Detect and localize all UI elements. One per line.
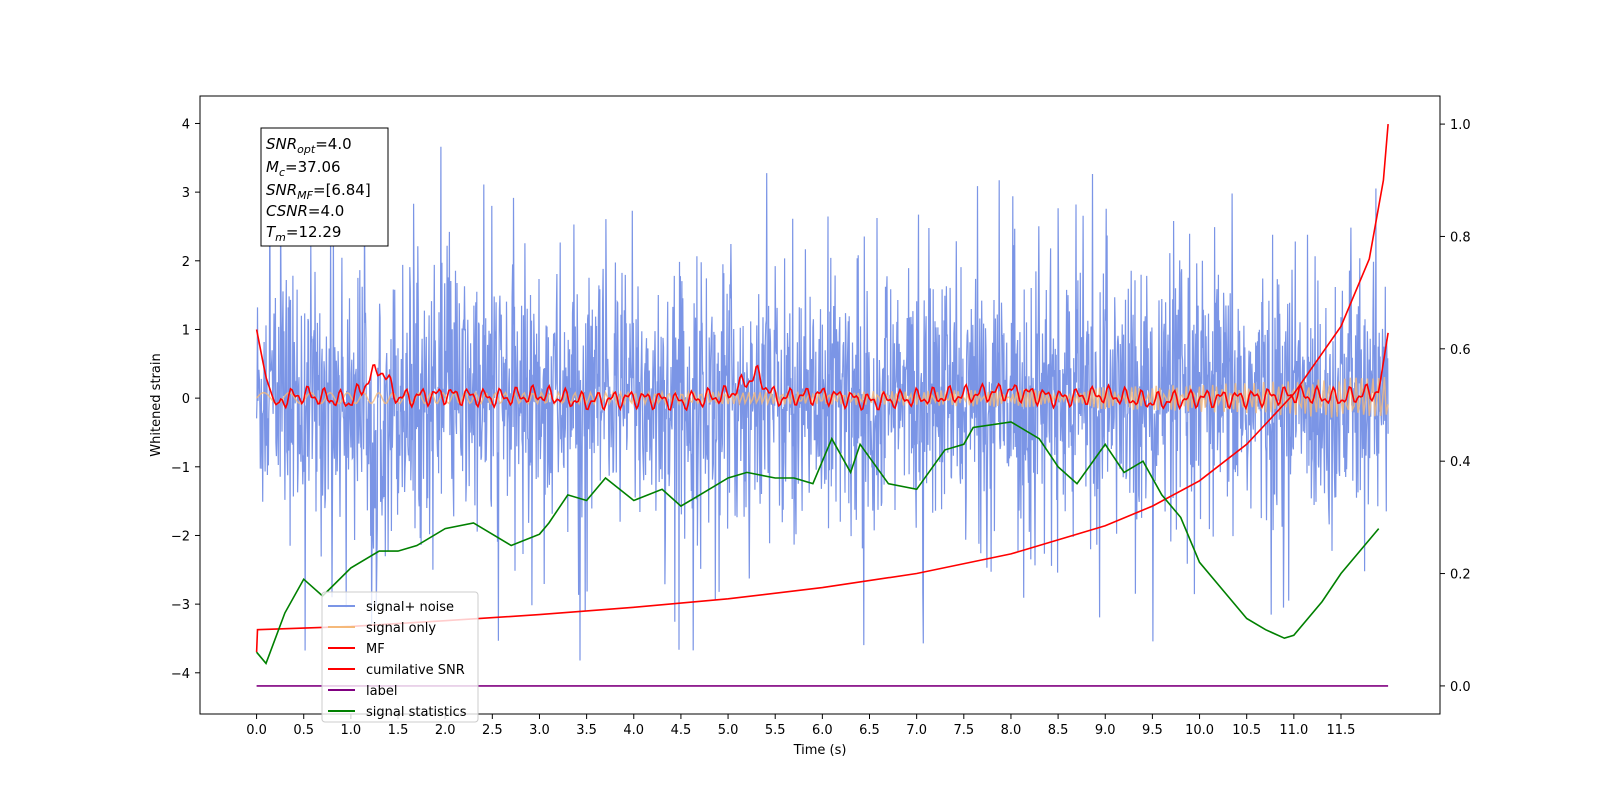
y-left-tick-label: 3 <box>182 186 190 201</box>
y-right-tick-label: 0.8 <box>1450 230 1471 245</box>
y-right-tick-label: 0.2 <box>1450 568 1471 583</box>
legend-entry-label: signal+ noise <box>366 600 454 615</box>
info-snr-mf: SNRMF=[6.84] <box>266 181 371 202</box>
y-left-tick-label: 0 <box>182 392 190 407</box>
x-tick-label: 6.0 <box>812 723 833 738</box>
x-tick-label: 2.5 <box>482 723 503 738</box>
x-tick-label: 9.0 <box>1095 723 1116 738</box>
x-tick-label: 1.5 <box>388 723 409 738</box>
info-snr-opt: SNRopt=4.0 <box>266 135 352 156</box>
x-tick-label: 9.5 <box>1142 723 1163 738</box>
y-left-tick-label: −3 <box>171 598 190 613</box>
series-signal-only-line <box>256 376 1389 418</box>
x-tick-label: 11.5 <box>1327 723 1356 738</box>
x-tick-label: 10.0 <box>1185 723 1214 738</box>
x-tick-label: 7.5 <box>953 723 974 738</box>
info-tm: Tm=12.29 <box>266 223 341 244</box>
x-axis-ticks: 0.0 0.5 1.0 1.5 2.0 2.5 3.0 3.5 4.0 4.5 5.0 5.5 6.0 6… <box>246 714 1355 738</box>
y-axis-left-ticks: 4 3 2 1 0 −1 −2 −3 −4 <box>171 117 200 682</box>
x-tick-label: 11.0 <box>1279 723 1308 738</box>
x-tick-label: 3.5 <box>576 723 597 738</box>
x-tick-label: 4.0 <box>623 723 644 738</box>
legend-entry-label: signal statistics <box>366 705 467 720</box>
info-csnr: CSNR=4.0 <box>266 202 344 220</box>
x-tick-label: 10.5 <box>1232 723 1261 738</box>
info-box-frame <box>260 127 389 247</box>
y-left-tick-label: −2 <box>171 529 190 544</box>
y-right-tick-label: 0.4 <box>1450 455 1471 470</box>
x-tick-label: 6.5 <box>859 723 880 738</box>
x-tick-label: 5.5 <box>765 723 786 738</box>
x-tick-label: 8.5 <box>1048 723 1069 738</box>
y-left-tick-label: 1 <box>182 323 190 338</box>
x-tick-label: 4.5 <box>671 723 692 738</box>
y-left-tick-label: 4 <box>182 117 190 132</box>
legend: signal+ noise signal only MF cumilative SNR… <box>321 591 479 723</box>
y-left-tick-label: −1 <box>171 461 190 476</box>
x-tick-label: 2.0 <box>435 723 456 738</box>
y-left-tick-label: 2 <box>182 255 190 270</box>
series-mf-line <box>255 329 1389 412</box>
x-tick-label: 1.0 <box>341 723 362 738</box>
x-tick-label: 5.0 <box>718 723 739 738</box>
legend-entry-label: label <box>366 684 397 699</box>
y-axis-right-ticks: 1.0 0.8 0.6 0.4 0.2 0.0 <box>1440 118 1471 695</box>
y-axis-label: Whitened strain <box>149 353 164 456</box>
y-left-tick-label: −4 <box>171 667 190 682</box>
x-axis-label: Time (s) <box>793 743 847 758</box>
legend-entry-label: MF <box>366 642 385 657</box>
x-tick-label: 3.0 <box>529 723 550 738</box>
x-tick-label: 0.0 <box>246 723 267 738</box>
info-box: SNRopt=4.0 Mc=37.06 SNRMF=[6.84] CSNR=4.… <box>260 127 389 247</box>
x-tick-label: 7.0 <box>906 723 927 738</box>
y-right-tick-label: 0.6 <box>1450 343 1471 358</box>
x-tick-label: 0.5 <box>293 723 314 738</box>
legend-entry-label: signal only <box>366 621 436 636</box>
y-right-tick-label: 1.0 <box>1450 118 1471 133</box>
legend-frame <box>321 591 479 723</box>
x-tick-label: 8.0 <box>1001 723 1022 738</box>
y-right-tick-label: 0.0 <box>1450 680 1471 695</box>
info-mc: Mc=37.06 <box>266 158 341 179</box>
axes-frame <box>199 95 1441 715</box>
legend-entry-label: cumilative SNR <box>366 663 465 678</box>
series-signal-statistics-line <box>255 421 1380 665</box>
